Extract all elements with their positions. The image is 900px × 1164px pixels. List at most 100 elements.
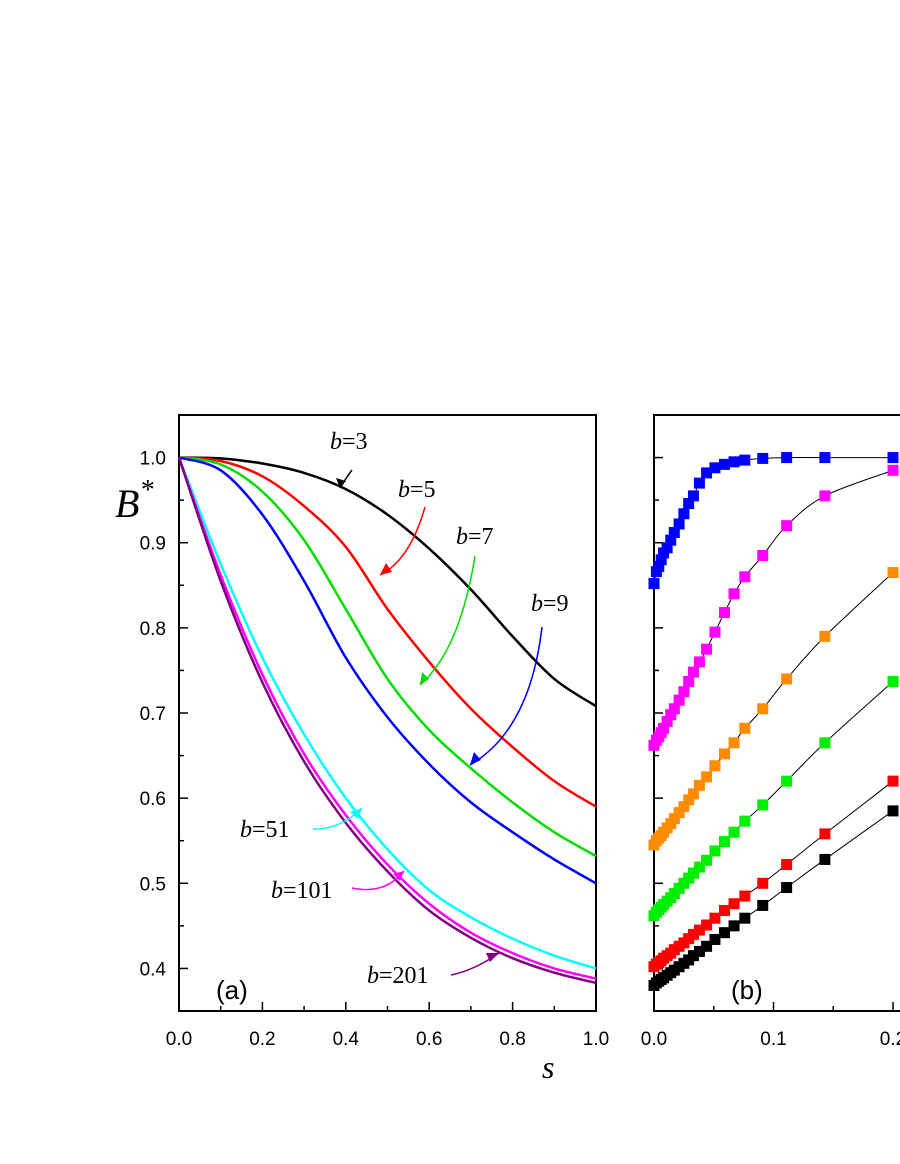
panel-b-marker	[719, 905, 731, 917]
panel-b-marker	[739, 722, 751, 734]
panel-b-marker	[781, 859, 793, 871]
panel-b-marker	[678, 508, 690, 520]
panel-b-marker	[819, 630, 831, 642]
panel-b-marker	[701, 940, 713, 952]
y-axis-title-superscript: *	[139, 475, 153, 506]
x-tick-label: 0.4	[333, 1029, 360, 1050]
panel-a-arrows	[312, 469, 543, 976]
panel-b-marker	[719, 836, 731, 848]
annotation-label: b=101	[271, 878, 333, 904]
panel-b-marker	[687, 666, 699, 678]
annotation-label: b=3	[330, 429, 368, 455]
panel-b-series-line-1	[653, 469, 894, 746]
series-line-b-7	[178, 456, 597, 858]
y-axis-title: B*	[115, 475, 153, 526]
panel-b-marker	[887, 775, 899, 787]
series-line-b-51	[177, 457, 597, 970]
panel-b-marker	[693, 924, 705, 936]
panel-b-marker	[678, 686, 690, 698]
panel-b-marker	[701, 919, 713, 931]
panel-a-frame	[178, 414, 597, 1012]
panel-b-marker	[673, 518, 685, 530]
panel-a-annotations: b=3 b=5 b=7 b=9 b=51 b=101 b=201	[240, 429, 569, 989]
panel-b-marker	[668, 813, 680, 825]
x-tick-label: 0.6	[416, 1029, 442, 1050]
panel-b-marker	[661, 716, 673, 728]
panel-b-marker	[658, 722, 670, 734]
panel-b-marker	[687, 788, 699, 800]
panel-b-marker	[668, 526, 680, 538]
panel-b-marker	[728, 826, 740, 838]
panel-b-marker	[655, 554, 667, 566]
panel-b-marker	[709, 462, 721, 474]
panel-b-marker	[719, 458, 731, 470]
panel-b-marker	[739, 912, 751, 924]
panel-b-marker	[665, 709, 677, 721]
panel-b-marker	[819, 490, 831, 502]
panel-b-label: (b)	[731, 975, 763, 1005]
panel-b: 0.0 0.1 0.2 (b)	[641, 414, 900, 1050]
panel-b-marker	[728, 456, 740, 468]
x-tick-label: 0.0	[641, 1029, 667, 1050]
panel-b-marker	[739, 454, 751, 466]
panel-b-series-line-0	[653, 457, 893, 584]
panel-b-marker	[728, 898, 740, 910]
panel-b-marker	[819, 737, 831, 749]
panel-b-marker	[673, 694, 685, 706]
panel-b-marker	[757, 899, 769, 911]
panel-b-marker	[819, 452, 831, 464]
panel-b-marker	[661, 542, 673, 554]
panel-b-marker	[668, 703, 680, 715]
panel-b-marker	[819, 828, 831, 840]
annotation-label: b=5	[398, 477, 436, 503]
annotation-arrowhead	[486, 953, 499, 962]
series-line-b-201	[177, 457, 597, 985]
annotation-arrowhead	[393, 871, 404, 881]
panel-b-marker	[653, 561, 665, 573]
y-tick-label: 0.5	[140, 874, 166, 895]
panel-a: 0.0 0.2 0.4 0.6 0.8 1.00.40.50.60.70.80.91.0 …	[115, 414, 609, 1085]
y-tick-label: 0.6	[140, 789, 166, 810]
x-tick-label: 0.8	[499, 1029, 525, 1050]
panel-b-marker	[757, 799, 769, 811]
y-tick-label: 0.7	[140, 704, 166, 725]
annotation-label: b=9	[531, 591, 569, 617]
panel-b-marker	[693, 861, 705, 873]
panel-b-marker	[665, 534, 677, 546]
series-line-b-9	[178, 456, 597, 885]
series-line-b-3	[178, 456, 597, 708]
panel-b-marker	[887, 805, 899, 817]
panel-b-marker	[781, 673, 793, 685]
panel-b-marker	[687, 928, 699, 940]
y-tick-label: 0.4	[140, 959, 167, 980]
annotation-label: b=7	[456, 524, 494, 550]
panel-b-marker	[819, 853, 831, 865]
panel-b-marker	[709, 933, 721, 945]
panel-b-marker	[648, 578, 660, 590]
x-tick-label: 0.2	[249, 1029, 275, 1050]
panel-b-marker	[683, 794, 695, 806]
panel-b-marker	[683, 498, 695, 510]
panel-b-marker	[687, 867, 699, 879]
panel-b-marker	[693, 656, 705, 668]
annotation-arrow	[469, 626, 543, 766]
panel-b-marker	[757, 703, 769, 715]
panel-b-lines	[653, 457, 894, 986]
panel-b-ticks: 0.0 0.1 0.2	[641, 456, 900, 1050]
panel-b-marker	[781, 882, 793, 894]
panel-b-marker	[757, 877, 769, 889]
panel-b-marker	[739, 815, 751, 827]
panel-b-marker	[709, 912, 721, 924]
annotation-arrowhead	[336, 478, 346, 488]
panel-a-lines	[177, 456, 597, 985]
annotation-arrow	[419, 555, 476, 686]
annotation-arrowhead	[420, 672, 429, 685]
panel-b-marker	[693, 945, 705, 957]
panel-b-marker	[678, 801, 690, 813]
panel-b-marker	[781, 520, 793, 532]
panel-b-marker	[887, 675, 899, 687]
annotation-arrowhead	[350, 808, 362, 819]
annotation-label: b=51	[240, 817, 290, 843]
panel-b-marker	[683, 675, 695, 687]
